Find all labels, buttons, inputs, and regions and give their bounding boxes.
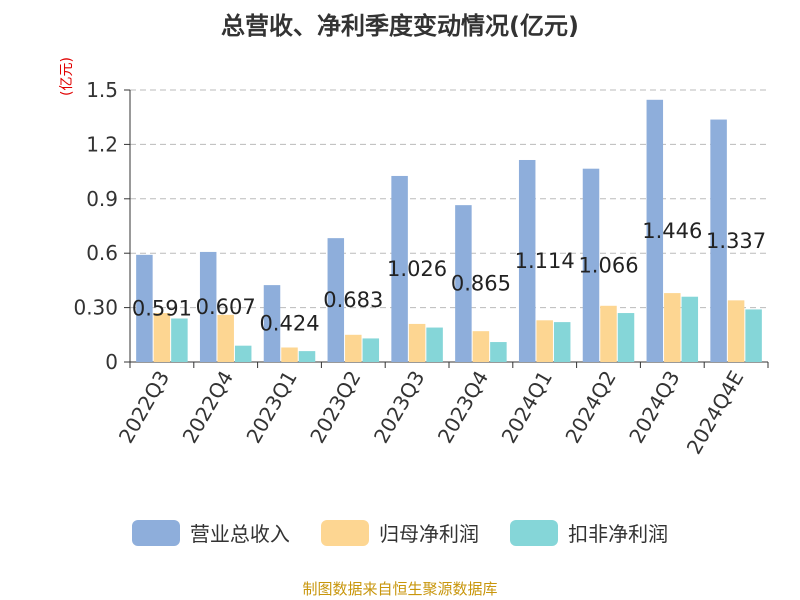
bar-deducted-profit [362,338,380,362]
legend-swatch-deducted-profit [510,519,559,546]
bar-deducted-profit [617,313,635,362]
data-label-revenue: 0.865 [451,272,511,296]
x-tick-label: 2023Q4 [433,367,493,448]
bar-net-profit [472,331,490,362]
legend-label-revenue: 营业总收入 [189,522,290,546]
legend-item-net-profit[interactable]: 归母净利润 [321,518,479,547]
bar-revenue [391,175,408,362]
y-tick-label: 1.5 [86,78,118,102]
data-label-revenue: 0.591 [132,296,192,320]
y-tick-label: 0.6 [86,241,118,265]
bar-net-profit [345,334,362,362]
data-label-revenue: 1.066 [578,253,638,277]
bar-net-profit [281,347,298,362]
bar-revenue [710,119,727,362]
legend-item-revenue[interactable]: 营业总收入 [131,518,290,547]
legend-swatch-revenue [131,519,180,546]
y-tick-label: 0 [105,350,118,374]
legend-label-net-profit: 归母净利润 [379,522,479,546]
bar-deducted-profit [745,309,762,362]
x-tick-label: 2024Q3 [624,367,684,448]
bar-deducted-profit [298,351,316,362]
bar-deducted-profit [234,345,252,362]
bar-net-profit [153,313,171,362]
bar-revenue [263,285,281,362]
legend-label-deducted-profit: 扣非净利润 [568,522,669,546]
bar-revenue [646,99,664,363]
bar-revenue [199,251,217,362]
bar-deducted-profit [490,342,507,362]
bar-revenue [136,254,153,362]
x-tick-label: 2023Q2 [305,367,365,448]
bar-deducted-profit [681,296,699,362]
bar-net-profit [664,293,681,362]
x-tick-label: 2022Q3 [114,367,174,448]
x-tick-label: 2024Q1 [497,367,557,448]
data-label-revenue: 0.424 [259,312,319,336]
data-label-revenue: 0.607 [196,295,256,319]
legend-item-deducted-profit[interactable]: 扣非净利润 [510,518,668,547]
x-tick-label: 2024Q2 [560,367,620,448]
x-tick-label: 2023Q1 [241,367,301,448]
bar-revenue [327,238,345,362]
legend-swatch-net-profit [321,519,369,546]
bar-revenue [518,159,536,362]
bar-revenue [582,168,600,362]
y-tick-label: 0.9 [86,187,118,211]
bar-revenue [455,205,472,362]
legend: 营业总收入 归母净利润 扣非净利润 [0,518,800,550]
data-label-revenue: 1.026 [387,257,447,281]
bar-net-profit [727,300,745,362]
data-label-revenue: 0.683 [323,288,383,312]
data-label-revenue: 1.446 [642,219,702,243]
chart-title: 总营收、净利季度变动情况(亿元) [221,12,579,40]
x-tick-label: 2023Q3 [369,367,429,448]
source-note: 制图数据来自恒生聚源数据库 [302,580,498,598]
bar-net-profit [408,323,426,362]
bar-deducted-profit [426,327,443,362]
bar-deducted-profit [171,318,188,362]
data-label-revenue: 1.337 [706,229,766,253]
bar-net-profit [536,320,553,362]
x-tick-label: 2022Q4 [178,367,238,448]
bar-net-profit [217,314,234,362]
y-tick-label: 1.2 [86,132,118,156]
bar-deducted-profit [553,322,571,362]
y-tick-label: 0.30 [73,296,118,320]
x-tick-label: 2024Q4E [682,367,749,459]
bar-net-profit [600,305,617,362]
data-label-revenue: 1.114 [515,249,575,273]
